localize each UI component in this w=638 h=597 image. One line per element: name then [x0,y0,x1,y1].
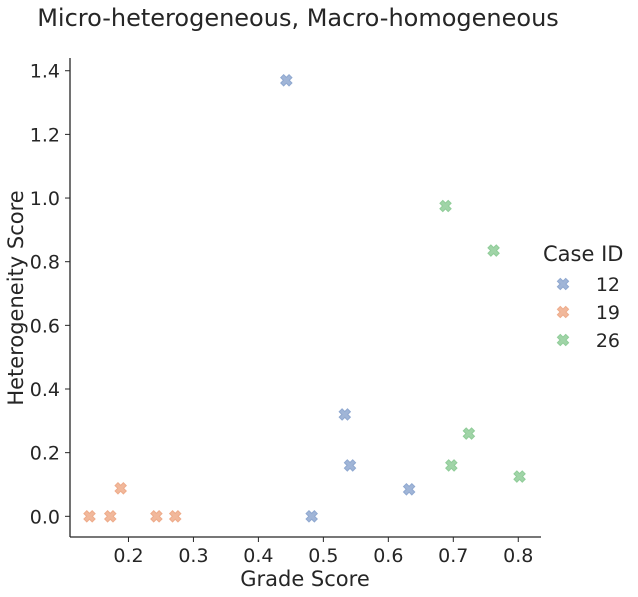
data-point-case-26 [439,199,452,213]
x-ticks: 0.2 0.3 0.4 0.5 0.6 0.7 0.8 [113,537,533,567]
data-point-case-12 [343,459,357,472]
legend-label-case-12: 12 [596,274,620,296]
data-point-case-19 [150,510,163,523]
legend-title: Case ID [543,242,623,266]
x-tick-label: 0.5 [308,545,338,567]
data-point-case-12 [402,482,416,496]
x-axis-title: Grade Score [240,567,370,591]
data-point-case-12 [305,510,318,523]
x-tick-label: 0.3 [178,545,208,567]
legend-label-case-26: 26 [596,330,620,352]
legend-marker-case-26 [556,333,570,347]
data-point-case-26 [513,470,526,483]
y-tick-label: 1.4 [30,61,60,83]
y-ticks: 0.0 0.2 0.4 0.6 0.8 1.0 1.2 1.4 [30,61,70,528]
x-tick-label: 0.7 [438,545,468,567]
plot-area: 0.2 0.3 0.4 0.5 0.6 0.7 0.8 0.0 0.2 0.4 0.6 0.8 1.0… [30,58,541,567]
y-tick-label: 1.2 [30,124,60,146]
y-axis-title: Heterogeneity Score [4,190,28,405]
x-tick-label: 0.4 [243,545,273,567]
legend-items: 12 19 26 [556,274,620,352]
data-point-case-26 [445,459,458,472]
legend-label-case-19: 19 [596,302,620,324]
data-point-case-12 [280,73,293,87]
data-point-case-26 [487,244,500,257]
x-tick-label: 0.6 [373,545,403,567]
y-tick-label: 0.6 [30,315,60,337]
chart-title: Micro-heterogeneous, Macro-homogeneous [37,4,559,32]
data-point-case-26 [462,427,476,440]
y-tick-label: 0.0 [30,506,60,528]
data-points [83,73,526,523]
x-tick-label: 0.8 [503,545,533,567]
y-tick-label: 1.0 [30,188,60,210]
y-tick-label: 0.4 [30,379,60,401]
legend-marker-case-19 [556,305,570,319]
data-point-case-19 [114,481,127,495]
x-tick-label: 0.2 [113,545,143,567]
data-point-case-19 [168,510,182,523]
y-tick-label: 0.2 [30,443,60,465]
data-point-case-19 [83,510,96,523]
y-tick-label: 0.8 [30,252,60,274]
legend: Case ID 12 19 26 [543,242,623,352]
data-point-case-12 [338,408,352,421]
legend-marker-case-12 [556,277,570,291]
data-point-case-19 [103,510,117,523]
